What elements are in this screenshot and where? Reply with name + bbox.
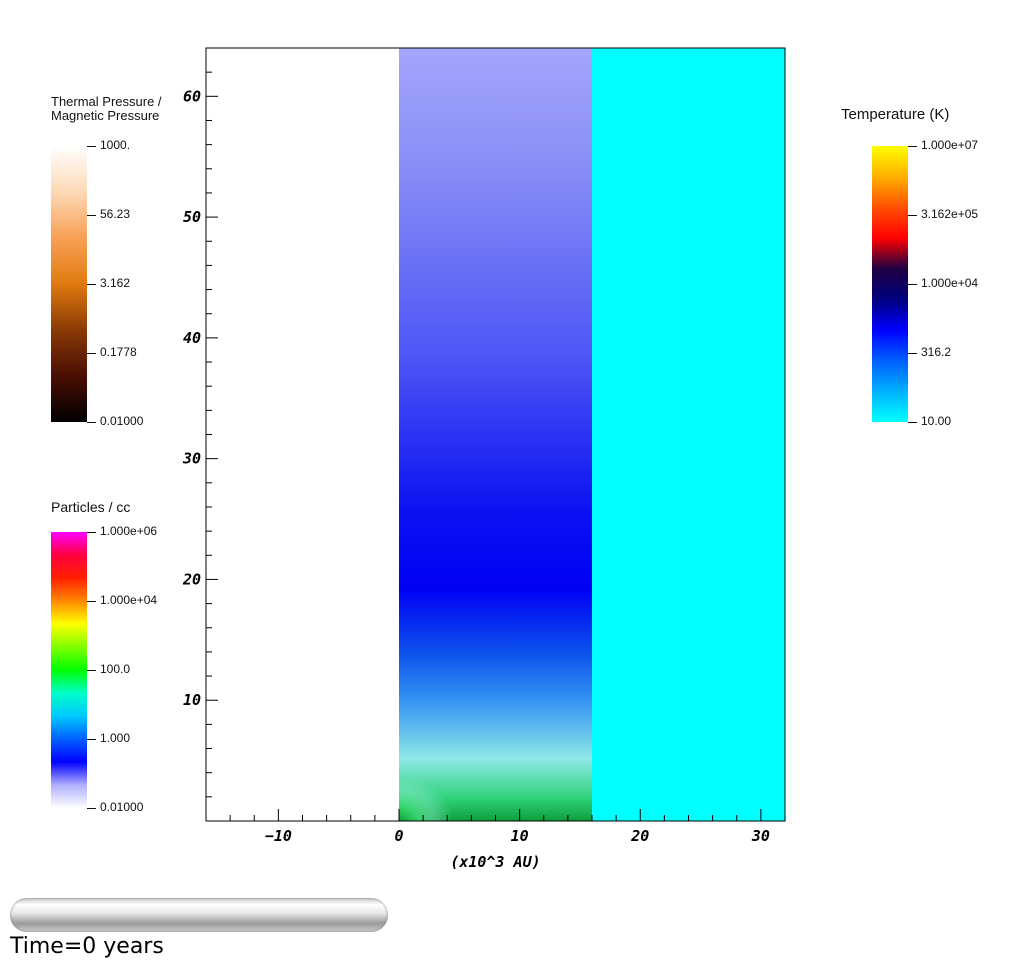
temperature-colorbar-tick-label: 1.000e+04 [921,276,979,290]
particles-colorbar-tick-label: 1.000e+06 [100,524,158,538]
temperature-colorbar-tick [908,214,917,216]
temperature-colorbar-tick [908,421,917,423]
pressure-colorbar-tick [87,421,96,423]
particles-colorbar-title: Particles / cc [51,499,131,515]
pressure-colorbar-title-line1: Thermal Pressure / [51,94,162,109]
temperature-colorbar-tick-label: 316.2 [921,345,952,359]
x-tick-label: 10 [511,827,529,845]
particles-colorbar-tick-label: 0.01000 [100,800,144,814]
y-tick-label: 20 [182,570,201,588]
pressure-colorbar-tick-label: 56.23 [100,207,131,221]
particles-colorbar-tick-label: 1.000e+04 [100,593,158,607]
pressure-colorbar-tick-label: 0.1778 [100,345,137,359]
temperature-colorbar-title: Temperature (K) [841,106,950,123]
pressure-colorbar-tick [87,352,96,354]
time-slider[interactable] [10,898,388,932]
temperature-colorbar-tick [908,145,917,147]
pressure-colorbar-title: Thermal Pressure / Magnetic Pressure [51,95,162,123]
pressure-colorbar-title-line2: Magnetic Pressure [51,108,160,123]
particles-colorbar-tick [87,531,96,533]
pressure-colorbar-tick-label: 0.01000 [100,414,144,428]
pressure-colorbar-tick-label: 1000. [100,138,131,152]
y-tick-label: 60 [183,87,201,105]
particles-colorbar-tick-label: 1.000 [100,731,131,745]
y-tick-label: 40 [183,329,201,347]
particles-colorbar-tick-label: 100.0 [100,662,131,676]
y-tick-label: 30 [182,450,201,468]
temperature-colorbar-tick [908,283,917,285]
temperature-colorbar-tick [908,352,917,354]
density-region [399,48,592,821]
temperature-region [592,48,785,821]
y-tick-label: 50 [183,208,201,226]
x-tick-label: 20 [630,827,649,845]
particles-colorbar-tick [87,807,96,809]
pressure-colorbar-tick [87,214,96,216]
temperature-colorbar-tick-label: 10.00 [921,414,952,428]
temperature-colorbar-tick-label: 1.000e+07 [921,138,979,152]
time-label: Time=0 years [10,934,164,959]
temperature-colorbar [872,146,908,422]
particles-colorbar-tick [87,600,96,602]
particles-colorbar-tick [87,738,96,740]
x-tick-label: 0 [394,827,403,845]
temperature-colorbar-tick-label: 3.162e+05 [921,207,979,221]
particles-colorbar [51,532,87,808]
y-tick-label: 10 [183,691,201,709]
particles-colorbar-tick [87,669,96,671]
pressure-colorbar-tick-label: 3.162 [100,276,131,290]
dense-core-region [399,731,507,821]
pressure-colorbar-tick [87,145,96,147]
x-axis-title: (x10^3 AU) [450,853,540,871]
pressure-colorbar [51,146,87,422]
x-tick-label: 30 [751,827,770,845]
pressure-colorbar-tick [87,283,96,285]
x-tick-label: −10 [265,827,292,845]
